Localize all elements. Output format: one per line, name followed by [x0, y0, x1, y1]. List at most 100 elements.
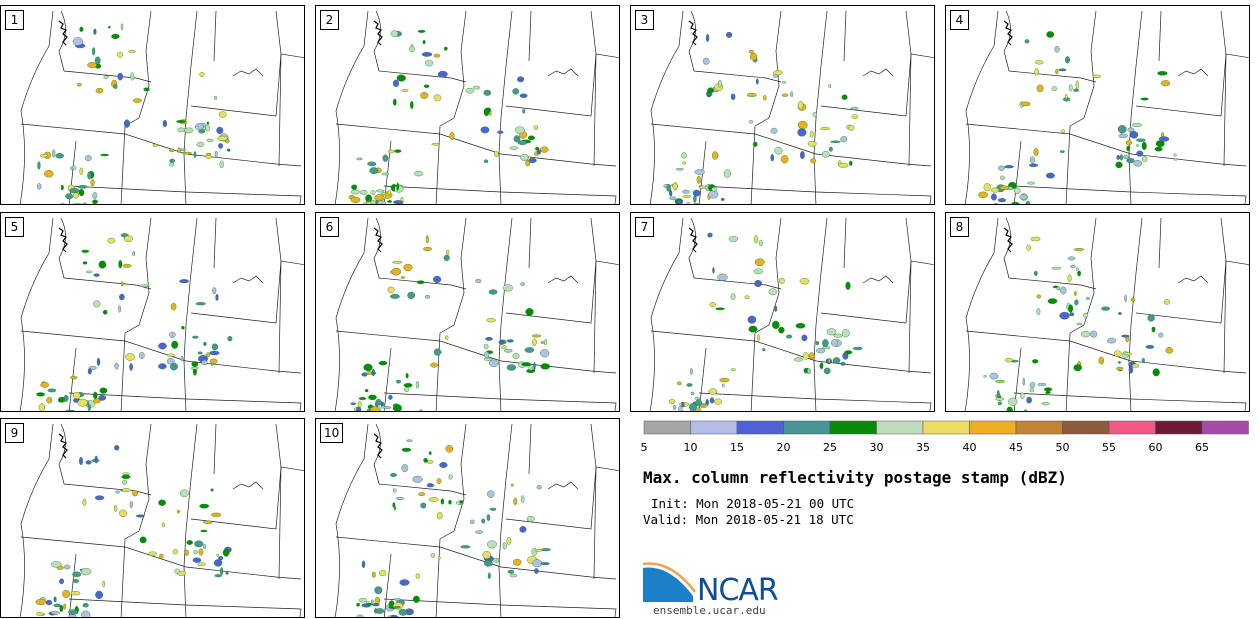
reflectivity-echo: [690, 391, 695, 396]
reflectivity-echo: [135, 514, 145, 518]
reflectivity-echo: [983, 374, 987, 378]
reflectivity-echo: [528, 365, 534, 371]
reflectivity-echo: [520, 153, 529, 161]
reflectivity-echo: [438, 556, 441, 560]
reflectivity-echo: [93, 28, 97, 35]
reflectivity-echo: [72, 391, 81, 400]
reflectivity-echo: [59, 604, 64, 613]
colorbar-tick-label: 45: [1009, 441, 1023, 454]
reflectivity-echo: [394, 597, 401, 601]
reflectivity-echo: [58, 396, 65, 403]
reflectivity-echo: [430, 553, 436, 558]
reflectivity-echo: [778, 326, 785, 334]
reflectivity-echo: [754, 235, 758, 244]
reflectivity-echo: [682, 189, 690, 194]
reflectivity-echo: [47, 388, 57, 393]
reflectivity-echo: [459, 500, 464, 504]
reflectivity-echo: [387, 149, 395, 154]
reflectivity-echo: [376, 189, 385, 193]
reflectivity-echo: [725, 31, 733, 38]
reflectivity-echo: [366, 603, 374, 606]
state-border: [547, 481, 579, 490]
reflectivity-echo: [990, 187, 1000, 193]
reflectivity-echo: [172, 549, 179, 555]
reflectivity-echo: [996, 390, 1000, 398]
state-border: [185, 153, 302, 167]
reflectivity-echo: [401, 464, 409, 473]
reflectivity-echo: [799, 278, 810, 285]
ensemble-member-panel: 2: [315, 5, 620, 205]
colorbar-swatch: [690, 420, 738, 435]
state-border: [862, 275, 894, 284]
reflectivity-echo: [1026, 244, 1032, 251]
state-border: [68, 553, 77, 617]
reflectivity-echo: [158, 363, 167, 370]
reflectivity-echo: [448, 474, 453, 480]
reflectivity-echo: [94, 56, 101, 65]
state-border: [688, 217, 696, 279]
reflectivity-echo: [407, 291, 416, 300]
reflectivity-echo: [708, 388, 718, 395]
reflectivity-echo: [40, 381, 50, 388]
reflectivity-echo: [1075, 267, 1079, 271]
state-border: [1013, 392, 1247, 411]
reflectivity-echo: [781, 81, 787, 84]
reflectivity-echo: [400, 410, 403, 411]
reflectivity-echo: [40, 153, 48, 158]
reflectivity-echo: [1141, 357, 1145, 363]
reflectivity-echo: [428, 497, 439, 502]
reflectivity-echo: [1045, 172, 1055, 179]
reflectivity-echo: [387, 189, 391, 195]
reflectivity-echo: [1004, 165, 1014, 169]
reflectivity-echo: [486, 318, 496, 323]
reflectivity-echo: [692, 189, 701, 197]
state-border: [754, 10, 782, 127]
reflectivity-echo: [125, 353, 135, 361]
reflectivity-echo: [486, 540, 497, 549]
reflectivity-echo: [1027, 181, 1036, 185]
reflectivity-echo: [1173, 153, 1177, 157]
reflectivity-echo: [1068, 84, 1073, 92]
reflectivity-echo: [1074, 299, 1079, 306]
state-border: [590, 423, 619, 472]
colorbar-swatch: [876, 420, 924, 435]
reflectivity-echo: [423, 247, 432, 252]
reflectivity-echo: [103, 75, 109, 79]
reflectivity-echo: [795, 323, 806, 329]
reflectivity-echo: [209, 350, 220, 356]
coastline: [373, 20, 383, 46]
reflectivity-echo: [92, 300, 101, 308]
reflectivity-echo: [87, 62, 97, 69]
reflectivity-echo: [1073, 248, 1085, 251]
state-border: [435, 332, 441, 411]
reflectivity-echo: [395, 496, 404, 500]
state-border: [649, 10, 684, 204]
reflectivity-echo: [1024, 39, 1030, 44]
reflectivity-echo: [1034, 68, 1039, 76]
state-border: [334, 10, 369, 204]
reflectivity-echo: [1115, 161, 1123, 169]
reflectivity-echo: [98, 260, 107, 269]
ensemble-member-panel: 9: [0, 418, 305, 618]
reflectivity-echo: [199, 71, 205, 77]
reflectivity-echo: [1154, 146, 1163, 152]
reflectivity-echo: [210, 488, 214, 492]
reflectivity-echo: [433, 94, 442, 102]
reflectivity-echo: [371, 368, 375, 377]
reflectivity-echo: [220, 567, 224, 576]
reflectivity-echo: [1054, 45, 1060, 53]
reflectivity-echo: [449, 132, 455, 141]
member-number: 6: [320, 217, 339, 237]
state-border: [505, 260, 597, 324]
colorbar-swatch: [829, 420, 877, 435]
reflectivity-echo: [139, 284, 150, 288]
state-border: [843, 10, 847, 62]
colorbar-tick-label: 55: [1102, 441, 1116, 454]
state-border: [649, 217, 684, 411]
site-url[interactable]: ensemble.ucar.edu: [653, 604, 766, 617]
reflectivity-echo: [815, 340, 820, 346]
reflectivity-echo: [222, 548, 230, 557]
state-border: [232, 275, 264, 284]
state-border: [1128, 10, 1143, 204]
colorbar-tick-label: 20: [776, 441, 791, 454]
